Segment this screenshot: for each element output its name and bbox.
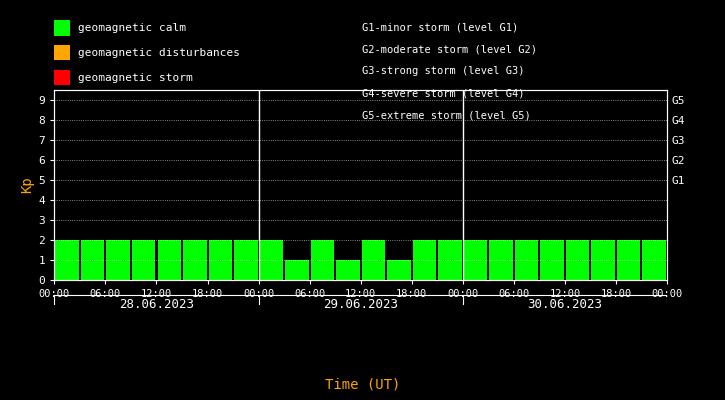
Text: G5-extreme storm (level G5): G5-extreme storm (level G5) (362, 110, 531, 120)
Bar (413, 240, 436, 280)
Bar (617, 240, 640, 280)
Bar (464, 240, 487, 280)
Text: 30.06.2023: 30.06.2023 (527, 298, 602, 311)
Text: 29.06.2023: 29.06.2023 (323, 298, 398, 311)
Bar (260, 240, 283, 280)
Bar (209, 240, 232, 280)
Bar (81, 240, 104, 280)
Bar (310, 240, 334, 280)
Bar (592, 240, 615, 280)
Text: G4-severe storm (level G4): G4-severe storm (level G4) (362, 88, 525, 98)
Y-axis label: Kp: Kp (20, 177, 34, 193)
Text: G1-minor storm (level G1): G1-minor storm (level G1) (362, 22, 519, 32)
Bar (489, 240, 513, 280)
Bar (515, 240, 539, 280)
Bar (439, 240, 462, 280)
Bar (157, 240, 181, 280)
Bar (540, 240, 564, 280)
Text: 28.06.2023: 28.06.2023 (119, 298, 194, 311)
Bar (234, 240, 257, 280)
Bar (132, 240, 155, 280)
Bar (55, 240, 79, 280)
Bar (362, 240, 385, 280)
Bar (183, 240, 207, 280)
Text: Time (UT): Time (UT) (325, 378, 400, 392)
Text: G3-strong storm (level G3): G3-strong storm (level G3) (362, 66, 525, 76)
Bar (107, 240, 130, 280)
Text: geomagnetic disturbances: geomagnetic disturbances (78, 48, 239, 58)
Text: geomagnetic calm: geomagnetic calm (78, 23, 186, 33)
Bar (336, 260, 360, 280)
Bar (387, 260, 411, 280)
Bar (642, 240, 666, 280)
Text: G2-moderate storm (level G2): G2-moderate storm (level G2) (362, 44, 537, 54)
Text: geomagnetic storm: geomagnetic storm (78, 73, 192, 83)
Bar (285, 260, 309, 280)
Bar (566, 240, 589, 280)
